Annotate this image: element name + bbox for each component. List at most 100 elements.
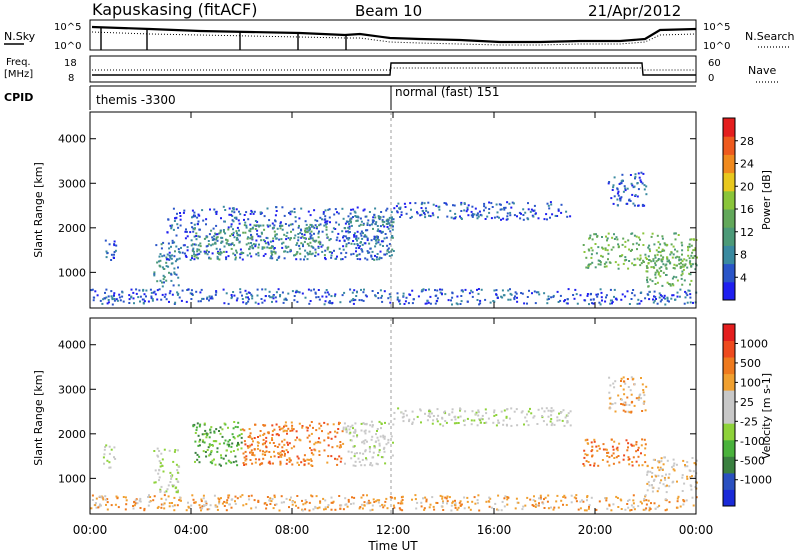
data-cell	[319, 243, 322, 245]
data-cell	[378, 420, 381, 423]
data-cell	[389, 301, 392, 304]
data-cell	[478, 210, 481, 213]
data-cell	[342, 248, 345, 251]
data-cell	[196, 223, 199, 226]
data-cell	[640, 377, 642, 379]
data-cell	[556, 215, 559, 217]
data-cell	[256, 288, 259, 291]
data-cell	[496, 508, 499, 511]
data-cell	[567, 288, 570, 291]
data-cell	[622, 380, 625, 383]
data-cell	[668, 300, 670, 303]
data-cell	[257, 436, 259, 438]
data-cell	[490, 217, 493, 220]
x-tick-label: 00:00	[679, 523, 714, 537]
data-cell	[651, 280, 654, 283]
data-cell	[289, 459, 292, 462]
freq-right-tick-top: 60	[708, 58, 721, 69]
data-cell	[323, 508, 325, 511]
data-cell	[259, 430, 262, 432]
data-cell	[119, 299, 122, 302]
data-cell	[324, 256, 326, 259]
data-cell	[569, 424, 572, 427]
data-cell	[232, 234, 235, 236]
data-cell	[304, 255, 307, 258]
data-cell	[363, 423, 366, 426]
data-cell	[663, 456, 666, 459]
data-cell	[297, 226, 300, 229]
freq-left-label-1: Freq.	[6, 57, 31, 68]
data-cell	[541, 416, 544, 419]
data-cell	[266, 237, 269, 240]
data-cell	[368, 430, 371, 433]
data-cell	[597, 259, 600, 262]
data-cell	[381, 230, 384, 233]
data-cell	[687, 254, 690, 257]
data-cell	[647, 499, 650, 502]
data-cell	[167, 265, 170, 268]
data-cell	[206, 434, 209, 437]
data-cell	[348, 225, 351, 228]
data-cell	[193, 211, 196, 214]
data-cell	[402, 292, 405, 295]
data-cell	[247, 218, 250, 221]
data-cell	[324, 506, 327, 509]
data-cell	[608, 456, 611, 459]
data-cell	[278, 255, 281, 258]
data-cell	[595, 508, 598, 511]
data-cell	[362, 440, 365, 443]
data-cell	[254, 423, 257, 426]
data-cell	[149, 496, 152, 498]
station-title: Kapuskasing (fitACF)	[92, 0, 257, 19]
data-cell	[665, 263, 668, 266]
data-cell	[637, 172, 640, 175]
data-cell	[602, 443, 605, 446]
data-cell	[488, 211, 491, 214]
data-cell	[104, 446, 107, 448]
data-cell	[552, 295, 555, 298]
data-cell	[171, 502, 173, 504]
data-cell	[641, 182, 644, 185]
data-cell	[158, 468, 161, 471]
data-cell	[376, 463, 379, 466]
data-cell	[444, 496, 447, 499]
cpid-panel: CPID themis -3300 normal (fast) 151	[4, 85, 696, 110]
data-cell	[635, 242, 638, 245]
data-cell	[654, 264, 657, 267]
data-cell	[245, 224, 248, 227]
data-cell	[240, 447, 243, 450]
data-cell	[637, 298, 640, 301]
data-cell	[671, 277, 674, 280]
data-cell	[374, 207, 377, 210]
data-cell	[644, 447, 647, 450]
data-cell	[285, 298, 288, 301]
data-cell	[334, 457, 336, 460]
data-cell	[408, 420, 410, 423]
data-cell	[383, 446, 386, 449]
data-cell	[323, 449, 326, 452]
data-cell	[466, 496, 469, 499]
data-cell	[165, 490, 168, 493]
data-cell	[549, 201, 552, 204]
data-cell	[236, 464, 239, 467]
data-cell	[507, 496, 510, 499]
colorbar-tick-label: 500	[740, 357, 761, 370]
data-cell	[336, 463, 339, 466]
data-cell	[143, 293, 146, 296]
data-cell	[92, 299, 95, 302]
data-cell	[362, 209, 365, 212]
data-cell	[193, 223, 196, 226]
data-cell	[257, 251, 260, 254]
data-cell	[293, 207, 296, 210]
data-cell	[130, 295, 133, 298]
data-cell	[543, 292, 546, 295]
data-cell	[193, 258, 196, 261]
data-cell	[371, 424, 374, 427]
data-cell	[240, 252, 243, 254]
data-cell	[459, 500, 462, 503]
data-cell	[617, 194, 620, 197]
data-cell	[341, 430, 344, 433]
data-cell	[113, 456, 115, 459]
data-cell	[484, 218, 487, 220]
data-cell	[639, 264, 642, 267]
